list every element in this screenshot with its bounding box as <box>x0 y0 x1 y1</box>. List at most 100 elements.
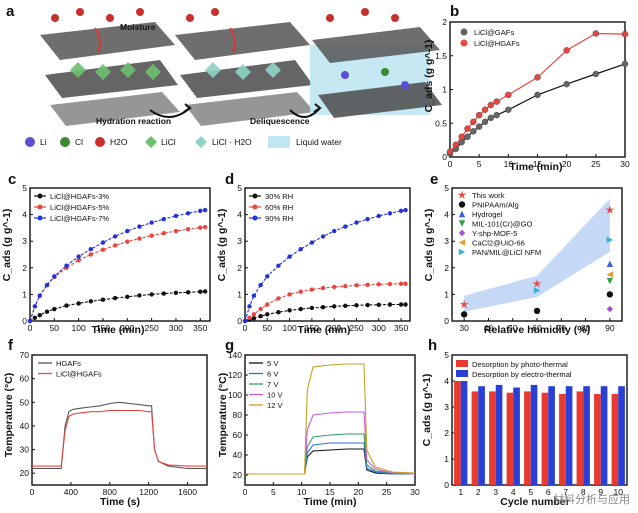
chart-b-point <box>493 98 500 105</box>
chart-h-xtick-label: 6 <box>546 487 551 497</box>
chart-e-legend-label: PNIPAAm/Alg <box>472 201 519 210</box>
chart-d-point <box>258 282 263 288</box>
chart-h-bar <box>594 394 601 485</box>
chart-e-point <box>532 279 542 288</box>
chart-e-point <box>606 271 614 278</box>
chart-g-ytick-label: 100 <box>228 390 242 400</box>
chart-e-ytick-label: 3 <box>444 236 449 246</box>
chart-b-xtick-label: 20 <box>562 159 572 169</box>
chart-d-point <box>387 211 393 216</box>
chart-g-xtick-label: 5 <box>271 487 276 497</box>
chart-g-xlabel: Time (min) <box>304 496 357 508</box>
chart-h-bar <box>565 386 573 485</box>
chart-d-point <box>309 287 315 292</box>
chart-d-point <box>331 228 337 234</box>
chart-g-ytick-label: 20 <box>233 470 243 480</box>
chart-g-legend-label: 5 V <box>267 359 279 368</box>
chart-b-legend-label: LiCl@GAFs <box>474 28 514 37</box>
chart-d-point <box>387 302 393 307</box>
chart-c-frame <box>29 187 211 322</box>
chart-h-ytick-label: 1 <box>444 454 449 464</box>
chart-b-point <box>505 106 512 113</box>
chart-b-xtick-label: 15 <box>533 159 543 169</box>
legend-li-marker <box>25 137 35 147</box>
chart-d-point <box>398 302 404 307</box>
legend-licl-marker <box>145 136 157 148</box>
chart-h-xtick-label: 10 <box>614 487 624 497</box>
chart-c-point <box>202 207 208 213</box>
chart-h-bar <box>524 391 531 485</box>
chart-b-xlabel: Time (min) <box>510 161 563 173</box>
chart-e-legend-label: This work <box>472 191 505 200</box>
chart-c-point <box>185 290 191 295</box>
chart-h-legend-marker <box>456 370 468 377</box>
chart-e-legend-marker <box>458 239 466 246</box>
chart-d-legend-marker <box>252 193 258 199</box>
chart-d-xtick-label: 150 <box>305 323 319 333</box>
chart-g-legend-label: 12 V <box>267 401 284 410</box>
chart-d-ytick-label: 2 <box>237 263 242 273</box>
chart-c-xtick-label: 350 <box>193 323 207 333</box>
chart-d-legend-label: 90% RH <box>265 214 293 223</box>
chart-e-ylabel: C_ads (g g^-1) <box>423 209 435 282</box>
chart-h-xtick-label: 8 <box>581 487 586 497</box>
chart-c-point <box>64 263 69 268</box>
chart-c-point <box>100 240 106 245</box>
legend-h2o: H2O <box>110 137 128 147</box>
chart-c-point <box>161 291 166 296</box>
chart-d-point <box>276 310 281 315</box>
chart-d-frame <box>244 187 411 322</box>
chart-f-series-line <box>32 409 207 467</box>
chart-f-ytick-label: 40 <box>20 421 30 431</box>
chart-d-ytick-label: 5 <box>237 183 242 193</box>
chart-c-point <box>173 228 179 234</box>
chart-d-point <box>320 234 326 239</box>
chart-e-xtick-label: 30 <box>459 323 469 333</box>
chart-d-point <box>287 292 292 297</box>
chart-c-legend-label: LiCl@HGAFs-5% <box>50 203 109 212</box>
chart-d-point <box>258 314 263 319</box>
chart-e-ytick-label: 2 <box>444 263 449 273</box>
legend-liquid: Liquid water <box>296 137 342 147</box>
chart-d-ytick-label: 1 <box>237 289 242 299</box>
chart-b-ytick-label: 1.5 <box>435 51 447 61</box>
chart-c-point <box>44 282 50 288</box>
chart-e-xtick-label: 80 <box>581 323 591 333</box>
chart-f-xtick-label: 0 <box>30 487 35 497</box>
chart-c-point <box>32 315 38 321</box>
chart-g: g Time (min) Temperature (°C) 0 5 10 15 20 25… <box>217 337 420 508</box>
chart-d-point <box>265 302 270 307</box>
legend-liclh2o: LiCl · H2O <box>212 137 252 147</box>
chart-h-ytick-label: 2 <box>444 428 449 438</box>
chart-d-point <box>343 303 348 309</box>
chart-d-xtick-label: 200 <box>327 323 341 333</box>
chart-e-point <box>606 277 614 285</box>
panel-label-f: f <box>8 337 14 354</box>
chart-d-point <box>287 308 292 313</box>
chart-f-ytick-label: 60 <box>20 374 30 384</box>
chart-d-legend-label: 30% RH <box>265 192 293 201</box>
chart-e-point <box>459 299 469 309</box>
chart-e-legend-label: Hydrogel <box>472 210 503 219</box>
chart-g-ytick-label: 80 <box>233 410 243 420</box>
chart-c-point <box>125 239 130 244</box>
chart-d-point <box>251 312 257 317</box>
chart-c-point <box>198 289 203 294</box>
chart-d-point <box>320 285 326 291</box>
chart-g-ytick-label: 40 <box>233 450 243 460</box>
chart-c-ylabel: C_ads (g g^-1) <box>1 209 13 282</box>
panel-label-a: a <box>6 3 15 20</box>
chart-h-bar <box>559 394 566 485</box>
chart-e-xtick-label: 70 <box>557 323 567 333</box>
chart-h-ytick-label: 3 <box>444 402 449 412</box>
chart-c-legend-label: LiCl@HGAFs-3% <box>50 192 109 201</box>
chart-b-point <box>563 47 570 54</box>
chart-g-xtick-label: 0 <box>243 487 248 497</box>
chart-c-point <box>202 289 208 294</box>
chart-e-legend-marker <box>458 220 466 227</box>
chart-d-legend-marker <box>252 215 258 221</box>
panel-label-g: g <box>225 337 234 354</box>
chart-d-point <box>242 318 248 324</box>
chart-b-ytick-label: 2 <box>442 17 447 27</box>
